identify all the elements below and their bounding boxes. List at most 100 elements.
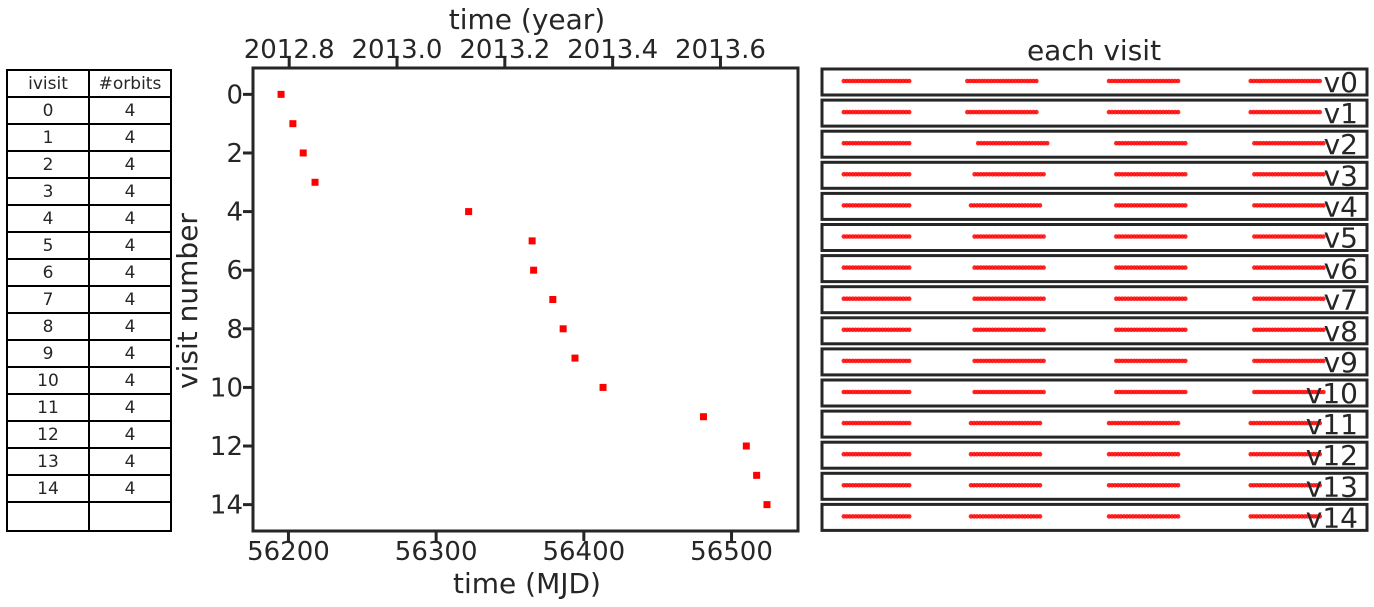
x-axis-label: time (MJD): [453, 567, 601, 600]
cell-ivisit: 14: [6, 474, 90, 503]
visit-point: [311, 178, 319, 186]
cell-ivisit: 13: [6, 447, 90, 476]
visit-panel-frame: [820, 409, 1369, 439]
exposure-point: [1041, 265, 1046, 270]
visit-point: [571, 354, 579, 362]
cell-orbits: 4: [88, 258, 172, 287]
exposure-point: [906, 514, 912, 519]
exposure-point: [1183, 172, 1188, 177]
top-x-tick-label: 2013.2: [459, 35, 550, 65]
x-tick-label: 56200: [247, 537, 330, 567]
visit-point: [753, 471, 761, 479]
visit-panel-frame: [820, 98, 1369, 128]
exposure-point: [1321, 296, 1326, 302]
cell-orbits: 4: [88, 123, 172, 152]
visit-time-scatter-chart: time (year) time (MJD) visit number 5620…: [171, 3, 800, 600]
cell-ivisit: 6: [6, 258, 90, 287]
cell-orbits: 4: [88, 285, 172, 314]
table-empty-row: [6, 501, 172, 532]
y-tick-label: 8: [226, 315, 243, 345]
exposure-point: [1321, 172, 1326, 177]
empty-cell: [6, 501, 90, 532]
cell-ivisit: 0: [6, 96, 90, 125]
exposure-point: [906, 109, 912, 115]
exposure-point: [1175, 109, 1181, 115]
panel-spacer: [822, 533, 1367, 537]
visit-point: [277, 90, 285, 98]
table-row: 10 4: [6, 366, 172, 395]
visit-point: [742, 442, 750, 450]
exposure-point: [906, 420, 912, 426]
x-tick-label: 56300: [395, 537, 478, 567]
visit-panel-frame: [820, 316, 1369, 346]
visit-panel-frame: [820, 160, 1369, 190]
exposure-point: [1183, 203, 1188, 208]
visit-table: ivisit #orbits 0 4 1 4 2 4 3 4 4 4 5 4 6 4 7 4 8 4 9 4 10 4 11…: [6, 69, 172, 532]
exposure-point: [1034, 78, 1039, 84]
visit-panel: v10: [820, 377, 1369, 410]
visit-panel-label: v13: [1306, 470, 1358, 503]
table-header-row: ivisit #orbits: [6, 69, 172, 98]
exposure-point: [1183, 389, 1188, 395]
y-tick-label: 12: [210, 432, 243, 462]
visit-panel: v4: [820, 190, 1369, 223]
exposure-point: [1317, 78, 1323, 84]
exposure-point: [1183, 296, 1188, 302]
cell-ivisit: 4: [6, 204, 90, 233]
visit-panel: v9: [820, 346, 1369, 379]
exposure-point: [1041, 389, 1046, 395]
table-row: 13 4: [6, 447, 172, 476]
visit-point: [528, 237, 536, 245]
visit-point: [530, 266, 538, 274]
exposure-point: [1321, 327, 1326, 333]
exposure-point: [1037, 483, 1043, 488]
exposure-point: [1317, 514, 1323, 519]
visit-panel: v5: [820, 222, 1369, 255]
y-tick-label: 10: [210, 373, 243, 403]
visit-panel-label: v8: [1324, 315, 1358, 348]
exposure-point: [1183, 358, 1188, 364]
visit-point: [699, 413, 707, 421]
exposure-point: [906, 483, 912, 488]
cell-ivisit: 1: [6, 123, 90, 152]
cell-orbits: 4: [88, 150, 172, 179]
header-orbits: #orbits: [88, 69, 172, 98]
top-x-tick-label: 2013.4: [567, 35, 658, 65]
visit-panel: v12: [820, 439, 1369, 472]
scatter-points: [277, 90, 771, 509]
visit-panel: v1: [820, 97, 1369, 130]
visit-panel-frame: [820, 285, 1369, 315]
visit-panel-frame: [820, 471, 1369, 501]
visit-panel-label: v7: [1324, 284, 1358, 317]
visit-point: [289, 120, 297, 128]
cell-orbits: 4: [88, 366, 172, 395]
cell-ivisit: 10: [6, 366, 90, 395]
visit-point: [549, 296, 557, 303]
table-body: 0 4 1 4 2 4 3 4 4 4 5 4 6 4 7 4 8 4 9 4 10 4 11 4 12 4 13 4 14 4: [6, 96, 172, 532]
visit-panel: v11: [820, 408, 1369, 441]
exposure-point: [1037, 203, 1043, 208]
exposure-point: [1321, 389, 1326, 395]
exposure-point: [1175, 483, 1181, 488]
exposure-point: [1175, 451, 1181, 457]
exposure-point: [1175, 78, 1181, 84]
top-axis-label: time (year): [449, 3, 605, 36]
scatter-plot-frame: [251, 66, 800, 533]
visit-point: [763, 501, 771, 509]
visit-panel: v3: [820, 159, 1369, 192]
y-tick-label: 14: [210, 491, 243, 521]
cell-ivisit: 7: [6, 285, 90, 314]
visit-point: [559, 325, 567, 333]
exposure-point: [1321, 265, 1326, 270]
visit-panel-label: v4: [1324, 190, 1358, 223]
visit-panel-frame: [820, 191, 1369, 221]
table-row: 11 4: [6, 393, 172, 422]
exposure-point: [1183, 140, 1188, 146]
cell-ivisit: 5: [6, 231, 90, 260]
